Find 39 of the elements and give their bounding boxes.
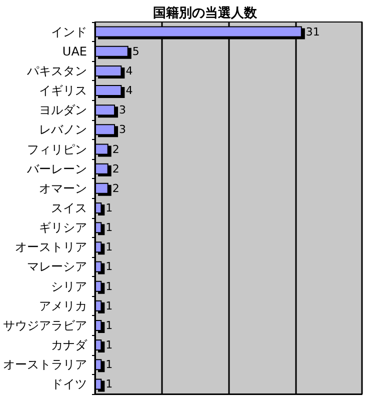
y-tick-label: マレーシア: [27, 260, 87, 274]
data-label: 1: [106, 280, 113, 293]
y-tick-label: サウジアラビア: [3, 318, 87, 332]
data-label: 3: [119, 123, 126, 136]
data-label: 1: [106, 240, 113, 254]
data-label: 1: [106, 358, 113, 372]
data-label: 1: [106, 299, 113, 312]
y-tick-label: パキスタン: [26, 64, 87, 78]
y-tick-label: オーストリア: [15, 240, 87, 254]
data-label: 1: [106, 260, 113, 274]
y-tick-label: シリア: [51, 279, 87, 294]
y-tick-label: オーストラリア: [3, 358, 87, 372]
y-tick-label: イギリス: [39, 84, 87, 98]
data-label: 4: [126, 84, 133, 98]
data-label: 31: [306, 25, 320, 38]
data-label: 3: [119, 104, 126, 117]
y-tick-label: アメリカ: [39, 298, 87, 313]
y-tick-label: ギリシア: [39, 220, 87, 235]
y-tick-label: インド: [51, 24, 87, 39]
data-label: 1: [106, 378, 113, 391]
data-label: 1: [106, 221, 113, 234]
data-label: 2: [112, 162, 120, 176]
y-tick-label: カナダ: [51, 338, 88, 352]
data-label: 1: [106, 318, 113, 332]
data-label: 1: [106, 338, 113, 352]
chart-title: 国籍別の当選人数: [153, 6, 258, 21]
data-label: 2: [112, 182, 120, 195]
y-tick-label: ドイツ: [51, 377, 87, 392]
y-tick-label: バーレーン: [26, 162, 87, 176]
y-tick-label: スイス: [51, 201, 87, 215]
data-label: 4: [126, 64, 133, 78]
data-label: 2: [112, 142, 120, 156]
data-label: 1: [106, 202, 113, 214]
data-label: 5: [132, 44, 140, 58]
y-tick-label: ヨルダン: [39, 103, 87, 118]
y-tick-label: オマーン: [39, 181, 87, 196]
y-tick-label: UAE: [62, 44, 87, 58]
y-tick-label: フィリピン: [27, 142, 87, 156]
y-tick-label: レバノン: [39, 122, 87, 137]
